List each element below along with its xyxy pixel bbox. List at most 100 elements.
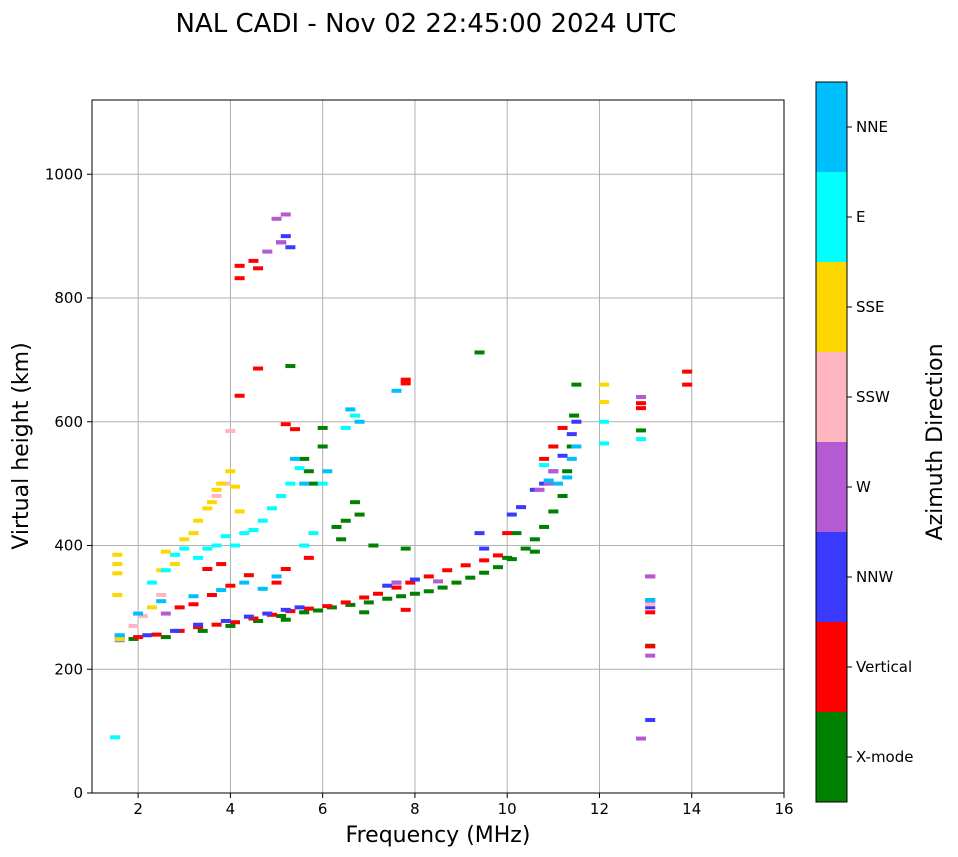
colorbar-segment: [816, 352, 847, 442]
data-point: [112, 552, 123, 557]
data-point: [230, 543, 241, 548]
data-point: [349, 500, 360, 505]
colorbar-label: NNW: [856, 568, 893, 586]
data-point: [253, 266, 264, 271]
y-tick-label: 200: [54, 660, 83, 678]
data-point: [285, 245, 296, 250]
data-point: [303, 606, 314, 611]
data-point: [216, 588, 227, 593]
data-point: [276, 494, 287, 498]
data-point: [479, 570, 490, 575]
colorbar-title: Azimuth Direction: [923, 343, 948, 540]
data-point: [262, 249, 273, 254]
data-point: [142, 633, 153, 638]
data-point: [539, 463, 550, 468]
data-point: [280, 607, 291, 612]
data-point: [562, 469, 573, 474]
data-point: [359, 595, 370, 600]
data-point: [230, 620, 241, 625]
data-point: [285, 364, 296, 369]
data-point: [571, 419, 582, 424]
data-point: [160, 568, 171, 573]
data-point: [566, 456, 577, 461]
data-point: [400, 377, 411, 382]
data-point: [599, 399, 610, 404]
data-point: [682, 369, 693, 374]
x-tick-label: 2: [133, 800, 143, 818]
data-point: [409, 591, 420, 596]
data-point: [645, 653, 656, 658]
data-point: [313, 608, 324, 613]
data-point: [197, 628, 208, 633]
data-point: [276, 240, 287, 245]
data-point: [303, 555, 314, 560]
chart-title: NAL CADI - Nov 02 22:45:00 2024 UTC: [176, 9, 677, 39]
data-point: [409, 577, 420, 582]
data-point: [289, 456, 300, 461]
data-point: [405, 580, 416, 585]
data-point: [391, 585, 402, 590]
data-point: [336, 537, 347, 542]
data-point: [230, 484, 241, 489]
data-point: [276, 614, 287, 619]
data-point: [635, 736, 646, 741]
data-point: [206, 593, 217, 597]
data-point: [396, 594, 407, 599]
data-point: [146, 605, 157, 610]
data-point: [322, 469, 333, 474]
data-point: [400, 546, 411, 551]
data-point: [193, 555, 204, 560]
data-point: [160, 549, 171, 554]
x-tick-label: 10: [498, 800, 517, 818]
data-point: [516, 505, 527, 510]
y-tick-label: 1000: [45, 165, 83, 183]
data-point: [285, 481, 296, 486]
data-point: [234, 276, 245, 281]
data-point: [179, 537, 190, 542]
colorbar-label: SSE: [856, 298, 885, 316]
data-point: [502, 531, 513, 536]
data-point: [112, 562, 123, 567]
grid: [92, 100, 785, 794]
y-tick-label: 600: [54, 413, 83, 431]
data-point: [280, 422, 291, 427]
data-point: [557, 425, 568, 430]
data-point: [243, 573, 254, 578]
data-point: [645, 605, 656, 610]
data-point: [243, 614, 254, 619]
data-point: [257, 586, 268, 591]
data-point: [156, 593, 167, 597]
data-point: [382, 583, 393, 588]
data-point: [571, 382, 582, 387]
y-tick-label: 800: [54, 289, 83, 307]
data-point: [202, 506, 213, 511]
data-point: [635, 401, 646, 406]
data-point: [211, 494, 222, 498]
data-point: [211, 487, 222, 492]
data-point: [529, 537, 540, 542]
data-point: [257, 518, 268, 523]
data-point: [557, 453, 568, 458]
plot-background: [92, 100, 784, 793]
data-point: [280, 212, 291, 217]
data-point: [635, 395, 646, 399]
data-point: [193, 622, 204, 627]
colorbar-label: NNE: [856, 118, 888, 136]
data-point: [492, 565, 503, 570]
data-point: [303, 469, 314, 474]
data-point: [635, 406, 646, 411]
data-point: [220, 534, 231, 539]
data-point: [645, 644, 656, 649]
data-point: [645, 597, 656, 602]
data-point: [465, 575, 476, 580]
data-point: [359, 610, 370, 615]
data-point: [520, 546, 531, 551]
data-point: [645, 602, 656, 607]
data-point: [571, 444, 582, 449]
data-point: [354, 419, 365, 424]
data-point: [128, 623, 139, 628]
data-point: [382, 596, 393, 601]
data-point: [548, 469, 559, 474]
data-point: [373, 591, 384, 596]
